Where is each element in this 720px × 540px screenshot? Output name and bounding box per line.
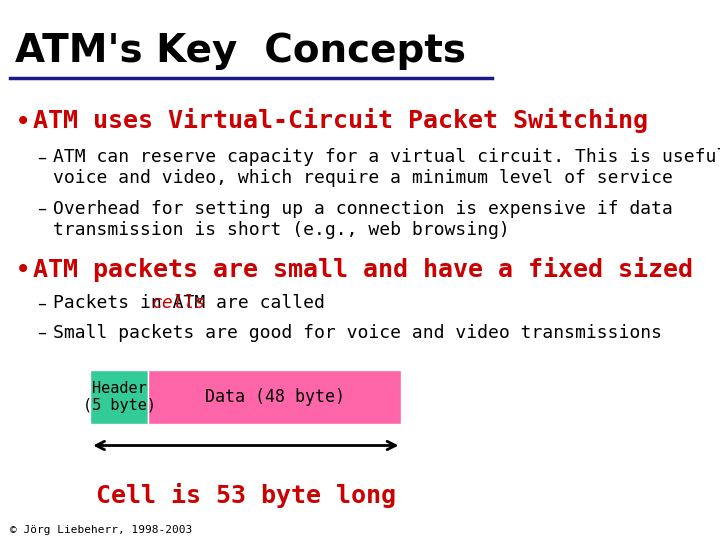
Text: Cell is 53 byte long: Cell is 53 byte long <box>96 483 396 508</box>
Text: •: • <box>15 108 31 136</box>
Text: –: – <box>37 294 47 312</box>
Text: –: – <box>37 148 47 166</box>
Text: ATM uses Virtual-Circuit Packet Switching: ATM uses Virtual-Circuit Packet Switchin… <box>32 108 647 133</box>
Text: cells: cells <box>151 294 205 312</box>
Text: Data (48 byte): Data (48 byte) <box>204 388 345 406</box>
Text: ATM's Key  Concepts: ATM's Key Concepts <box>15 32 466 70</box>
Text: Header
(5 byte): Header (5 byte) <box>83 381 156 413</box>
Text: –: – <box>37 200 47 218</box>
Text: ATM packets are small and have a fixed sized: ATM packets are small and have a fixed s… <box>32 256 693 281</box>
Text: © Jörg Liebeherr, 1998-2003: © Jörg Liebeherr, 1998-2003 <box>10 524 192 535</box>
Text: –: – <box>37 324 47 342</box>
Bar <box>148 370 401 424</box>
Text: Packets in ATM are called: Packets in ATM are called <box>53 294 336 312</box>
Text: ATM can reserve capacity for a virtual circuit. This is useful for
voice and vid: ATM can reserve capacity for a virtual c… <box>53 148 720 187</box>
Bar <box>90 370 148 424</box>
Text: Small packets are good for voice and video transmissions: Small packets are good for voice and vid… <box>53 324 662 342</box>
Text: Overhead for setting up a connection is expensive if data
transmission is short : Overhead for setting up a connection is … <box>53 200 672 239</box>
Text: •: • <box>15 256 31 285</box>
